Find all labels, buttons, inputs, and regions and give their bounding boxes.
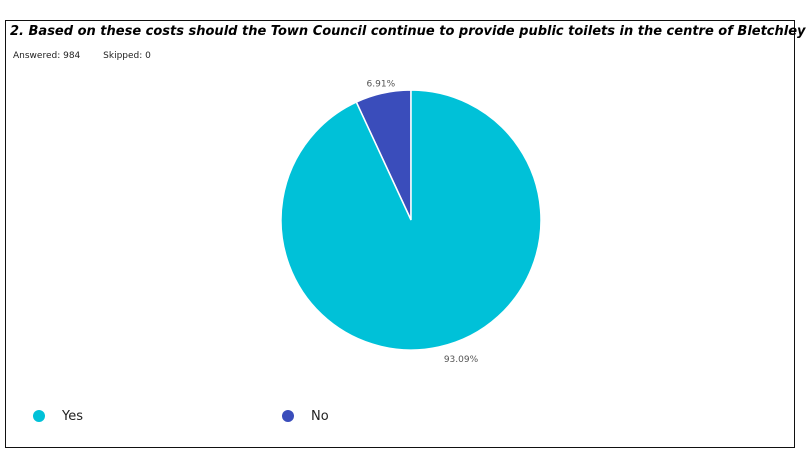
legend-label-no: No — [311, 408, 329, 424]
pie-label-no: 6.91% — [367, 79, 396, 89]
pie-label-yes: 93.09% — [444, 355, 479, 365]
skipped-count: Skipped: 0 — [103, 51, 151, 61]
question-title: 2. Based on these costs should the Town … — [10, 24, 806, 39]
pie-slice-yes[interactable] — [280, 89, 542, 351]
legend-swatch-yes — [33, 410, 45, 422]
pie-labels: 6.91% 93.09% — [367, 79, 479, 365]
chart-frame — [5, 20, 795, 448]
legend-item-yes[interactable]: Yes — [33, 406, 83, 426]
answered-count: Answered: 984 — [13, 51, 81, 61]
chart-legend: Yes No — [33, 406, 433, 426]
legend-item-no[interactable]: No — [282, 406, 329, 426]
pie-slices — [280, 89, 542, 351]
response-stats: Answered: 984 Skipped: 0 — [13, 51, 171, 61]
legend-swatch-no — [282, 410, 294, 422]
legend-label-yes: Yes — [62, 408, 83, 424]
